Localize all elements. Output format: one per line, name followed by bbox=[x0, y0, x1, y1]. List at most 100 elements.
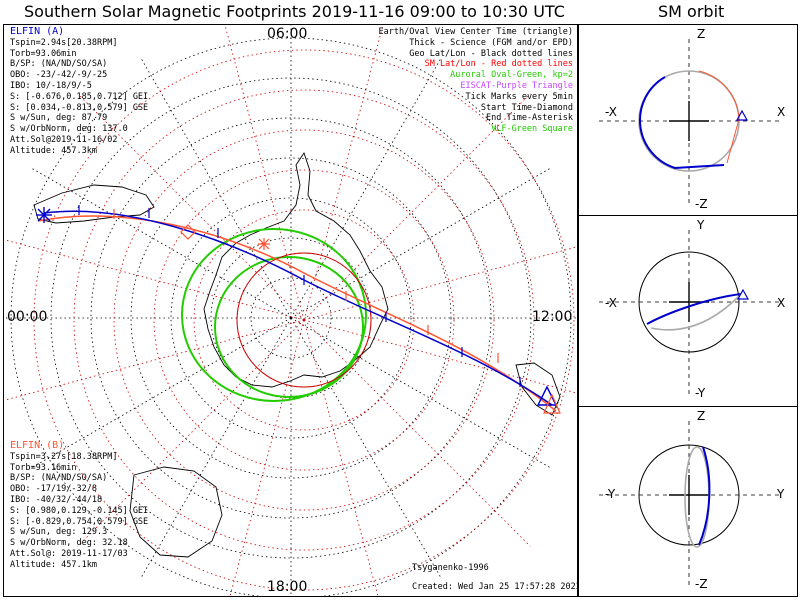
sm-lon-line bbox=[4, 239, 305, 321]
geo-lon-line bbox=[290, 167, 552, 319]
axis-label-left: -X bbox=[605, 105, 617, 119]
elfin-b-view-triangle bbox=[543, 393, 561, 414]
sm-lon-line bbox=[303, 93, 531, 321]
elfin-b-line: S: [0.980,0.129,-0.145] GEI bbox=[10, 505, 149, 516]
legend-entry: End Time-Asterisk bbox=[486, 113, 573, 124]
sm-lat-circle bbox=[33, 49, 575, 591]
sm-lon-line bbox=[303, 319, 379, 596]
credits: Tsyganenko-1996 Created: Wed Jan 25 17:5… bbox=[412, 563, 578, 593]
sm-lon-line bbox=[303, 25, 384, 321]
legend-entry: Geo Lat/Lon - Black dotted lines bbox=[409, 48, 573, 59]
geo-lon-line bbox=[30, 317, 292, 469]
legend-entry: VLF-Green Square bbox=[491, 124, 573, 135]
orbit-plot-xy bbox=[599, 230, 779, 394]
orbit-plot-xz bbox=[599, 39, 779, 203]
legend-entry: Start Time-Diamond bbox=[480, 102, 573, 113]
axis-label-left: -X bbox=[605, 296, 617, 310]
polar-plot bbox=[4, 25, 577, 596]
elfin-a-line: OBO: -23/-42/-9/-25 bbox=[10, 70, 108, 81]
axis-label-bottom: -Z bbox=[695, 197, 708, 211]
axis-label-top: Z bbox=[697, 409, 706, 423]
geo-lon-line bbox=[140, 57, 292, 319]
start-diamond bbox=[180, 224, 196, 240]
orbit-panel-yz: Z -Z -Y Y bbox=[578, 406, 798, 597]
auroral-oval-inner bbox=[214, 256, 364, 398]
sm-lat-circle bbox=[193, 209, 415, 431]
orbit-plot-yz bbox=[599, 421, 779, 585]
elfin-b-line: Torb=93.16min bbox=[10, 462, 77, 473]
legend: Earth/Oval View Center Time (triangle) T… bbox=[379, 27, 573, 135]
sm-lon-line bbox=[229, 319, 305, 596]
hour-label-12: 12:00 bbox=[532, 309, 573, 325]
elfin-b-line: S: [-0.829,0.754,0.579] GSE bbox=[10, 516, 149, 527]
elfin-a-line: S w/Sun, deg: 87.79 bbox=[10, 113, 108, 124]
axis-label-top: Y bbox=[697, 218, 705, 232]
elfin-b-line: OBO: -17/19/-32/8 bbox=[10, 484, 97, 495]
antarctica-coastline bbox=[203, 151, 389, 388]
sm-lon-line bbox=[303, 246, 577, 321]
geo-lon-line bbox=[290, 317, 442, 579]
legend-entry: EISCAT-Purple Triangle bbox=[460, 80, 573, 91]
elfin-b-end-asterisk bbox=[258, 238, 270, 250]
elfin-b-line: S w/Sun, deg: 129.3 bbox=[10, 527, 108, 538]
elfin-a-info: ELFIN (A) Tspin=2.94s[20.38RPM] Torb=93.… bbox=[10, 26, 149, 157]
elfin-b-line: Att.Sol@: 2019-11-17/03 bbox=[10, 548, 128, 559]
elfin-b-line: IBO: -40/32/-44/18 bbox=[10, 494, 103, 505]
south-america-coastline bbox=[33, 184, 155, 224]
geo-lat-circle bbox=[90, 117, 492, 519]
elfin-a-line: S: [-0.676,0.185,0.712] GEI bbox=[10, 91, 149, 102]
sm-lat-circle bbox=[113, 129, 495, 511]
axis-label-left: -Y bbox=[605, 487, 616, 501]
legend-entry: Thick - Science (FGM and/or EPD) bbox=[409, 37, 573, 48]
axis-label-right: X bbox=[777, 105, 786, 119]
elfin-a-line: IBO: 10/-18/9/-5 bbox=[10, 80, 92, 91]
elfin-a-track bbox=[43, 210, 553, 406]
sm-lon-line bbox=[224, 25, 305, 321]
footprint-map: 06:00 00:00 12:00 18:00 ELFIN (A) Tspin=… bbox=[3, 24, 578, 597]
sm-pole-circle bbox=[236, 252, 372, 388]
orbit-title: SM orbit bbox=[658, 2, 725, 21]
axis-label-right: X bbox=[777, 296, 786, 310]
elfin-a-line: S w/OrbNorm, deg: 137.0 bbox=[10, 124, 128, 135]
axis-label-top: Z bbox=[697, 27, 706, 41]
hour-label-00: 00:00 bbox=[7, 309, 48, 325]
sm-lon-line bbox=[303, 319, 577, 394]
geo-lon-line bbox=[30, 167, 292, 319]
elfin-a-line: B/SP: (NA/ND/SO/SA) bbox=[10, 59, 108, 70]
legend-entry: Auroral Oval-Green, kp=2 bbox=[450, 70, 573, 81]
page-title: Southern Solar Magnetic Footprints 2019-… bbox=[24, 2, 565, 21]
orbit-panel-xz: Z -Z -X X bbox=[578, 24, 798, 216]
elfin-b-line: S w/OrbNorm, deg: 32.18 bbox=[10, 538, 128, 549]
geo-lat-circle bbox=[130, 157, 452, 479]
elfin-b-line: Altitude: 457.1km bbox=[10, 559, 97, 570]
sm-lon-line bbox=[77, 319, 305, 547]
sm-lat-circle bbox=[153, 169, 455, 471]
legend-entry: Earth/Oval View Center Time (triangle) bbox=[378, 27, 573, 37]
legend-entry: Tick Marks every 5min bbox=[465, 91, 573, 102]
orbit-panel-xy: Y -Y -X X bbox=[578, 215, 798, 407]
elfin-b-line: Tspin=3.27s[18.38RPM] bbox=[10, 451, 118, 462]
created-timestamp: Created: Wed Jan 25 17:57:28 2023 bbox=[412, 581, 578, 592]
elfin-a-line: Altitude: 457.3km bbox=[10, 145, 97, 156]
elfin-b-tick-marks bbox=[113, 209, 499, 363]
elfin-b-track bbox=[37, 215, 557, 412]
model-name: Tsyganenko-1996 bbox=[412, 563, 489, 573]
axis-label-bottom: -Z bbox=[695, 577, 708, 591]
geo-lat-circle bbox=[250, 277, 332, 359]
sm-lon-line bbox=[4, 319, 305, 401]
hour-label-18: 18:00 bbox=[267, 579, 308, 595]
axis-label-right: Y bbox=[777, 487, 785, 501]
legend-entry: SM Lat/Lon - Red dotted lines bbox=[424, 59, 573, 70]
axis-label-bottom: -Y bbox=[695, 386, 706, 400]
africa-coastline bbox=[515, 362, 561, 416]
sm-lat-circle bbox=[73, 89, 535, 551]
hour-label-06: 06:00 bbox=[267, 26, 308, 42]
elfin-a-line: Att.Sol@2019-11-16/02 bbox=[10, 134, 118, 145]
sm-lon-line bbox=[77, 93, 305, 321]
elfin-a-tick-marks bbox=[78, 205, 521, 387]
elfin-b-name: ELFIN (B) bbox=[10, 440, 65, 451]
geo-lon-line bbox=[290, 317, 552, 469]
geo-lon-line bbox=[290, 57, 442, 319]
sm-lon-line bbox=[303, 319, 531, 547]
elfin-a-line: S: [0.034,-0.813,0.579] GSE bbox=[10, 102, 149, 113]
